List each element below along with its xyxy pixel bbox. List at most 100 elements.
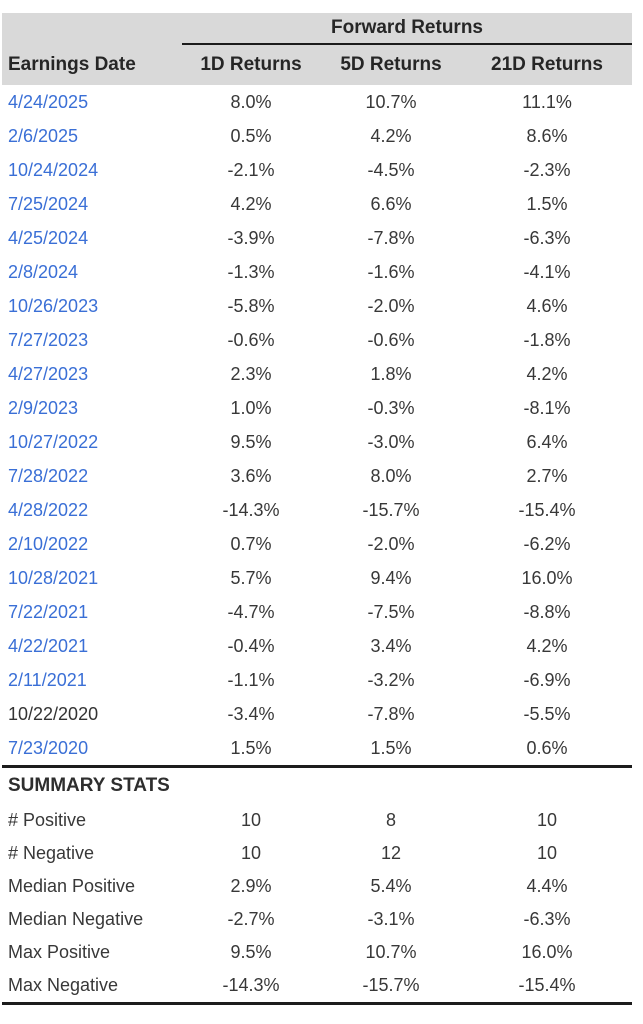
table-row: 2/11/2021 -1.1% -3.2% -6.9% [2, 663, 632, 697]
return-5d-cell: 9.4% [370, 567, 412, 588]
return-1d-cell: 0.5% [230, 125, 272, 146]
return-1d-cell: -5.8% [227, 295, 275, 316]
earnings-date-cell: 10/22/2020 [2, 697, 182, 731]
earnings-date-link[interactable]: 2/9/2023 [8, 397, 79, 418]
forward-returns-table: Forward Returns Earnings Date 1D Returns… [2, 13, 633, 1005]
return-1d-cell: 8.0% [230, 91, 272, 112]
earnings-date-link[interactable]: 7/27/2023 [8, 329, 89, 350]
earnings-date-cell: 4/24/2025 [2, 85, 182, 119]
return-1d-cell: 9.5% [230, 431, 272, 452]
summary-1d-value: -14.3% [222, 975, 280, 995]
table-row: 7/23/2020 1.5% 1.5% 0.6% [2, 731, 632, 767]
earnings-date-link[interactable]: 4/27/2023 [8, 363, 89, 384]
summary-5d-value: 8 [385, 810, 396, 830]
earnings-date-link[interactable]: 2/6/2025 [8, 125, 79, 146]
table-row: 10/28/2021 5.7% 9.4% 16.0% [2, 561, 632, 595]
table-row: 7/27/2023 -0.6% -0.6% -1.8% [2, 323, 632, 357]
return-21d-cell: 2.7% [526, 465, 568, 486]
earnings-date-link[interactable]: 4/24/2025 [8, 91, 89, 112]
table-row: 4/27/2023 2.3% 1.8% 4.2% [2, 357, 632, 391]
return-5d-cell: 10.7% [365, 91, 417, 112]
return-21d-cell: -6.3% [523, 227, 571, 248]
summary-stat-label: Median Negative [8, 909, 144, 929]
earnings-date-cell: 2/9/2023 [2, 391, 182, 425]
summary-stat-row: Median Negative -2.7% -3.1% -6.3% [2, 903, 632, 936]
summary-21d-value: 10 [536, 843, 558, 863]
earnings-date-link[interactable]: 10/27/2022 [8, 431, 99, 452]
return-5d-cell: 3.4% [370, 635, 412, 656]
earnings-date-link[interactable]: 7/23/2020 [8, 737, 89, 758]
earnings-date-cell: 7/22/2021 [2, 595, 182, 629]
return-1d-cell: 5.7% [230, 567, 272, 588]
return-21d-cell: 6.4% [526, 431, 568, 452]
return-1d-cell: -3.4% [227, 703, 275, 724]
summary-1d-value: -2.7% [227, 909, 275, 929]
return-5d-cell: -2.0% [367, 533, 415, 554]
return-1d-cell: -4.7% [227, 601, 275, 622]
return-5d-cell: 8.0% [370, 465, 412, 486]
return-1d-cell: 1.0% [230, 397, 272, 418]
summary-stat-label: # Negative [8, 843, 95, 863]
column-header-1d-returns: 1D Returns [182, 44, 320, 85]
earnings-date-cell: 4/25/2024 [2, 221, 182, 255]
return-21d-cell: 16.0% [521, 567, 573, 588]
summary-stat-label: # Positive [8, 810, 87, 830]
return-5d-cell: 1.8% [370, 363, 412, 384]
summary-stat-label: Max Positive [8, 942, 111, 962]
return-21d-cell: -4.1% [523, 261, 571, 282]
group-header-row: Forward Returns [2, 13, 633, 45]
summary-5d-value: 12 [380, 843, 402, 863]
return-5d-cell: 4.2% [370, 125, 412, 146]
column-header-21d-returns: 21D Returns [462, 44, 633, 85]
earnings-date-link[interactable]: 2/11/2021 [8, 669, 87, 690]
earnings-date-link[interactable]: 10/26/2023 [8, 295, 99, 316]
table-row: 4/25/2024 -3.9% -7.8% -6.3% [2, 221, 632, 255]
return-5d-cell: -7.5% [367, 601, 415, 622]
header-corner-cell [2, 13, 182, 44]
return-1d-cell: -2.1% [227, 159, 275, 180]
earnings-date-link[interactable]: 7/22/2021 [8, 601, 89, 622]
earnings-date-cell: 10/27/2022 [2, 425, 182, 459]
return-21d-cell: 11.1% [522, 91, 572, 112]
summary-stat-row: # Negative 10 12 10 [2, 837, 632, 870]
table-row: 7/28/2022 3.6% 8.0% 2.7% [2, 459, 632, 493]
return-1d-cell: -0.4% [227, 635, 275, 656]
return-1d-cell: -14.3% [222, 499, 280, 520]
return-5d-cell: -7.8% [367, 227, 415, 248]
return-5d-cell: 1.5% [370, 737, 412, 758]
earnings-date-link[interactable]: 10/28/2021 [8, 567, 99, 588]
earnings-date-cell: 10/26/2023 [2, 289, 182, 323]
return-1d-cell: -0.6% [227, 329, 275, 350]
summary-stat-row: Max Positive 9.5% 10.7% 16.0% [2, 936, 632, 969]
earnings-date-link[interactable]: 7/25/2024 [8, 193, 89, 214]
table-row: 10/22/2020 -3.4% -7.8% -5.5% [2, 697, 632, 731]
return-21d-cell: 0.6% [526, 737, 568, 758]
earnings-date-link[interactable]: 4/28/2022 [8, 499, 89, 520]
earnings-date-link[interactable]: 2/8/2024 [8, 261, 79, 282]
return-5d-cell: -7.8% [367, 703, 415, 724]
return-21d-cell: 1.5% [526, 193, 568, 214]
earnings-date-cell: 4/22/2021 [2, 629, 182, 663]
return-21d-cell: -6.2% [523, 533, 571, 554]
table-body: 4/24/2025 8.0% 10.7% 11.1% 2/6/2025 0.5%… [2, 85, 632, 767]
return-21d-cell: -5.5% [523, 703, 571, 724]
return-21d-cell: 4.6% [526, 295, 568, 316]
earnings-date-link[interactable]: 7/28/2022 [8, 465, 89, 486]
table-row: 4/28/2022 -14.3% -15.7% -15.4% [2, 493, 632, 527]
earnings-date-link[interactable]: 4/25/2024 [8, 227, 89, 248]
earnings-date-link[interactable]: 2/10/2022 [8, 533, 89, 554]
return-5d-cell: -0.3% [367, 397, 415, 418]
earnings-date-cell: 2/6/2025 [2, 119, 182, 153]
group-header-forward-returns: Forward Returns [182, 13, 633, 45]
return-5d-cell: 6.6% [370, 193, 412, 214]
table-row: 2/9/2023 1.0% -0.3% -8.1% [2, 391, 632, 425]
table-row: 2/6/2025 0.5% 4.2% 8.6% [2, 119, 632, 153]
earnings-date-link[interactable]: 4/22/2021 [8, 635, 89, 656]
return-1d-cell: 4.2% [230, 193, 272, 214]
earnings-date-cell: 7/23/2020 [2, 731, 182, 767]
summary-21d-value: 16.0% [521, 942, 573, 962]
earnings-date-link[interactable]: 10/24/2024 [8, 159, 99, 180]
return-1d-cell: -1.3% [227, 261, 275, 282]
table-row: 2/8/2024 -1.3% -1.6% -4.1% [2, 255, 632, 289]
